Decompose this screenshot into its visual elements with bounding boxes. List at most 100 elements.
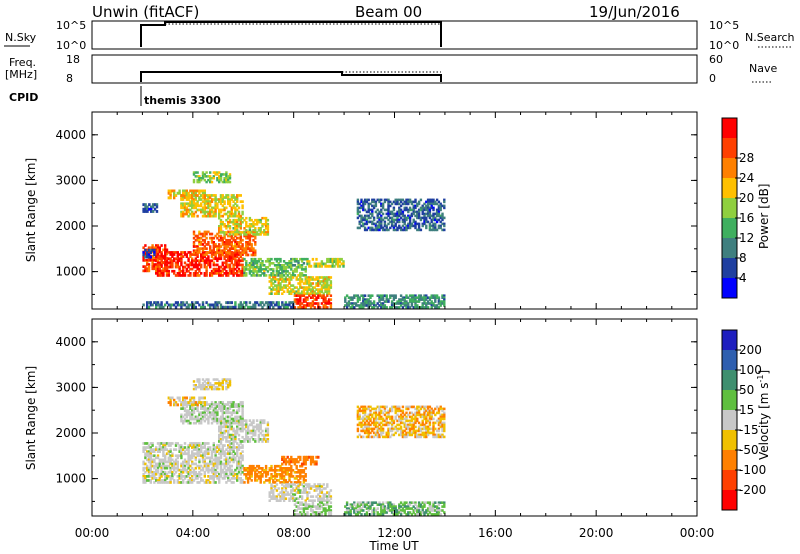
data-cell <box>284 262 288 265</box>
data-cell <box>435 296 439 299</box>
data-cell <box>185 194 188 197</box>
data-cell <box>203 475 206 478</box>
data-cell <box>288 280 291 283</box>
data-cell <box>371 427 374 431</box>
data-cell <box>434 306 437 309</box>
data-cell <box>380 505 383 508</box>
data-cell <box>228 419 232 423</box>
data-cell <box>214 173 217 176</box>
data-cell <box>266 266 270 269</box>
data-cell <box>263 435 266 439</box>
data-cell <box>246 477 250 480</box>
data-cell <box>250 305 253 309</box>
data-cell <box>275 499 279 502</box>
data-cell <box>437 507 441 510</box>
data-cell <box>228 255 232 258</box>
data-cell <box>221 417 224 421</box>
data-cell <box>180 475 183 478</box>
data-cell <box>266 440 270 443</box>
data-cell <box>187 401 190 404</box>
data-cell <box>392 433 396 437</box>
data-cell <box>390 210 394 214</box>
data-cell <box>299 483 302 486</box>
data-cell <box>385 419 388 423</box>
data-cell <box>155 269 158 273</box>
data-cell <box>277 266 280 269</box>
data-cell <box>182 272 185 275</box>
data-cell <box>299 475 302 478</box>
data-cell <box>153 466 156 470</box>
data-cell <box>196 477 199 480</box>
data-cell <box>380 509 383 512</box>
data-cell <box>320 513 324 516</box>
data-cell <box>194 274 197 277</box>
data-cell <box>192 189 196 193</box>
data-cell <box>248 423 252 427</box>
data-cell <box>228 218 232 222</box>
data-cell <box>293 270 297 273</box>
data-cell <box>230 446 233 449</box>
data-cell <box>228 460 232 464</box>
data-cell <box>394 302 397 305</box>
data-cell <box>432 228 435 232</box>
data-cell <box>171 462 174 466</box>
data-cell <box>147 444 151 447</box>
data-cell <box>241 206 244 210</box>
data-cell <box>237 236 241 240</box>
data-cell <box>423 298 426 301</box>
data-cell <box>180 407 183 410</box>
data-cell <box>227 378 230 381</box>
data-cell <box>162 272 165 275</box>
data-cell <box>225 475 228 478</box>
data-cell <box>223 212 226 216</box>
data-cell <box>153 470 156 474</box>
data-cell <box>212 249 215 253</box>
data-cell <box>369 220 372 224</box>
data-cell <box>299 304 302 307</box>
data-cell <box>408 206 412 210</box>
data-cell <box>302 489 306 492</box>
data-cell <box>410 200 414 204</box>
data-cell <box>430 294 433 297</box>
data-cell <box>329 509 333 512</box>
data-cell <box>381 306 385 309</box>
data-cell <box>221 231 224 234</box>
data-cell <box>214 409 217 413</box>
data-cell <box>151 458 154 462</box>
data-cell <box>214 301 217 305</box>
data-cell <box>164 477 167 480</box>
data-cell <box>401 220 405 224</box>
data-cell <box>146 454 149 458</box>
data-cell <box>421 298 424 301</box>
data-cell <box>158 303 161 307</box>
data-cell <box>371 198 374 202</box>
data-cell <box>434 212 437 216</box>
data-cell <box>221 415 224 419</box>
data-cell <box>245 419 248 422</box>
data-cell <box>201 194 205 197</box>
data-cell <box>176 272 179 275</box>
data-cell <box>223 208 226 212</box>
data-cell <box>183 303 187 307</box>
data-cell <box>153 481 156 484</box>
data-cell <box>218 225 221 228</box>
data-cell <box>212 403 215 406</box>
data-cell <box>248 223 252 226</box>
data-cell <box>317 294 320 297</box>
data-cell <box>200 444 203 447</box>
data-cell <box>374 413 378 417</box>
data-cell <box>279 272 282 275</box>
data-cell <box>302 471 306 474</box>
data-cell <box>228 446 232 449</box>
data-cell <box>200 189 203 193</box>
data-cell <box>218 171 221 174</box>
data-cell <box>232 450 235 453</box>
data-cell <box>210 259 214 263</box>
data-cell <box>201 214 205 218</box>
data-cell <box>221 405 224 408</box>
data-cell <box>266 231 270 234</box>
data-cell <box>191 417 194 421</box>
data-cell <box>176 481 179 484</box>
data-cell <box>232 272 235 275</box>
data-cell <box>372 507 376 510</box>
